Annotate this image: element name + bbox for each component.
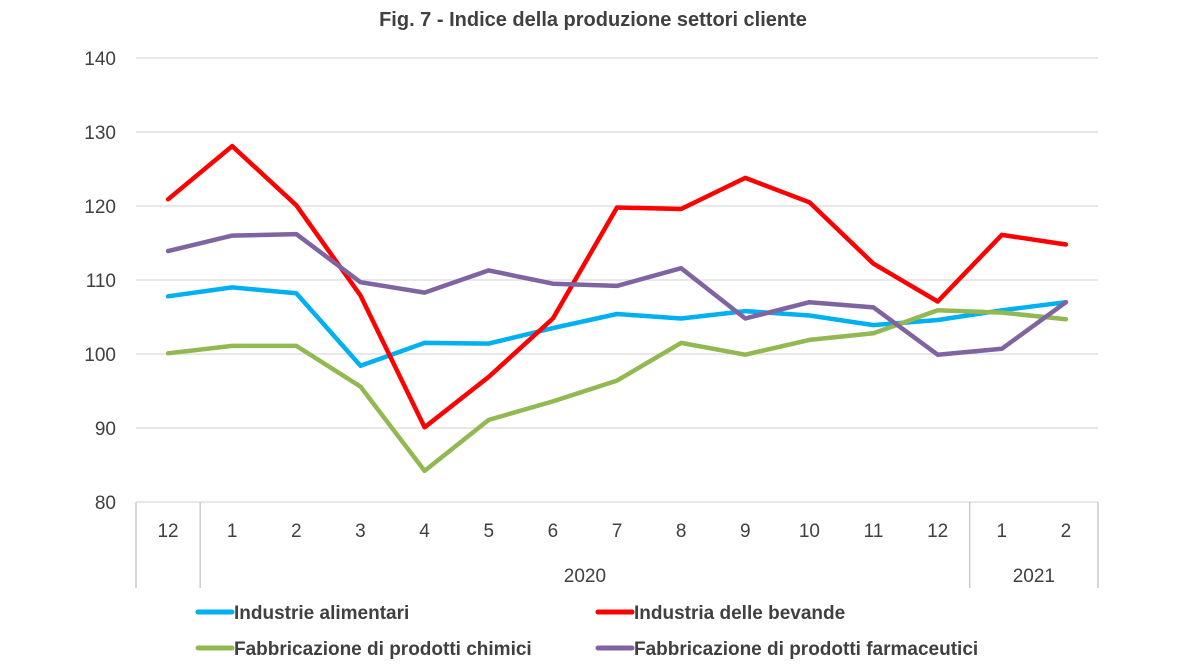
- series-line-2: [165, 143, 1069, 430]
- x-tick-label: 2: [291, 521, 302, 542]
- x-tick-label: 8: [676, 521, 687, 542]
- series-line-4: [165, 231, 1069, 357]
- chart-title: Fig. 7 - Indice della produzione settori…: [379, 9, 807, 31]
- x-tick-label: 3: [355, 521, 366, 542]
- series-layer: [165, 143, 1069, 474]
- series-line-3: [165, 308, 1069, 474]
- legend-label: Fabbricazione di prodotti farmaceutici: [634, 639, 978, 660]
- y-tick-label: 130: [84, 123, 116, 144]
- x-tick-label: 9: [740, 521, 751, 542]
- x-tick-label: 4: [419, 521, 430, 542]
- x-year-label: 2020: [564, 566, 606, 587]
- y-tick-label: 100: [84, 345, 116, 366]
- x-tick-label: 7: [612, 521, 623, 542]
- legend-label: Industrie alimentari: [234, 603, 409, 624]
- y-tick-label: 120: [84, 197, 116, 218]
- x-tick-label: 12: [927, 521, 948, 542]
- x-tick-label: 5: [483, 521, 494, 542]
- x-tick-label: 11: [864, 521, 884, 542]
- legend-label: Fabbricazione di prodotti chimici: [234, 639, 532, 660]
- x-tick-label: 1: [227, 521, 238, 542]
- y-tick-label: 90: [95, 419, 116, 440]
- y-tick-label: 80: [95, 493, 116, 514]
- y-tick-label: 140: [84, 49, 116, 70]
- grid-layer: [136, 57, 1098, 503]
- x-year-label: 2021: [1013, 566, 1055, 587]
- x-tick-label: 10: [799, 521, 820, 542]
- series-line-1: [165, 285, 1069, 369]
- y-tick-label: 110: [86, 271, 116, 292]
- x-tick-label: 2: [1061, 521, 1072, 542]
- x-tick-label: 6: [548, 521, 559, 542]
- x-tick-label: 12: [157, 521, 178, 542]
- y-axis: 80 90 100 110 120 130 140: [84, 49, 116, 514]
- legend-label: Industria delle bevande: [634, 603, 845, 624]
- legend: Industrie alimentari Industria delle beva…: [195, 603, 978, 660]
- x-tick-label: 1: [997, 521, 1008, 542]
